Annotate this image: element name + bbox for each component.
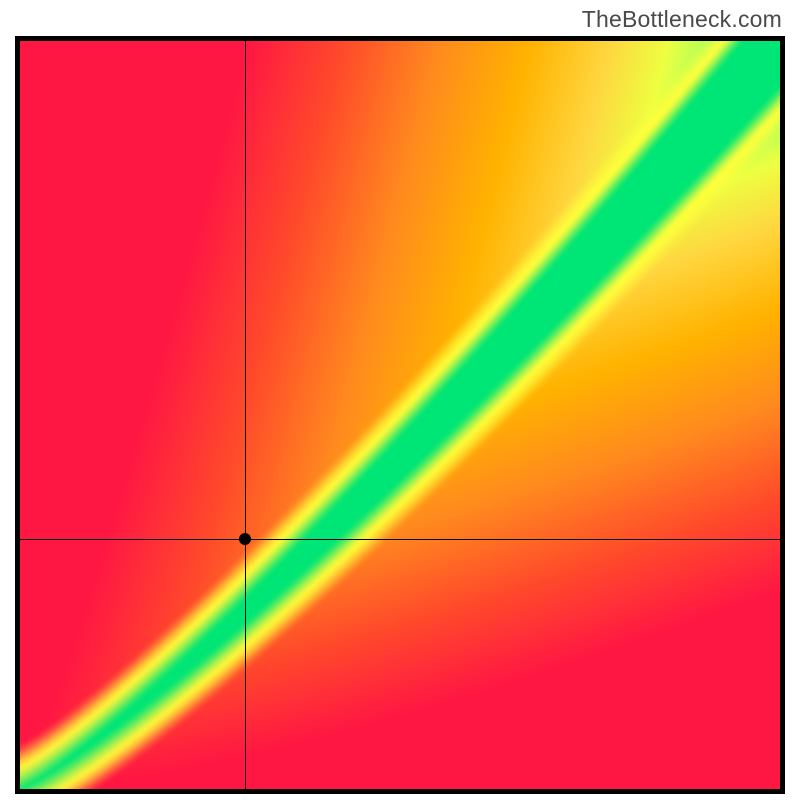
heatmap-canvas [20, 41, 780, 789]
bottleneck-heatmap [15, 36, 785, 794]
watermark-text: TheBottleneck.com [582, 6, 782, 33]
